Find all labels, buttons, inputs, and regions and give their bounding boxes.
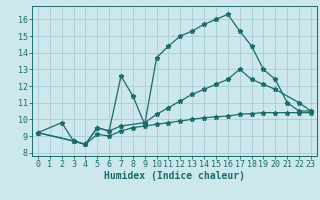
X-axis label: Humidex (Indice chaleur): Humidex (Indice chaleur) — [104, 171, 245, 181]
